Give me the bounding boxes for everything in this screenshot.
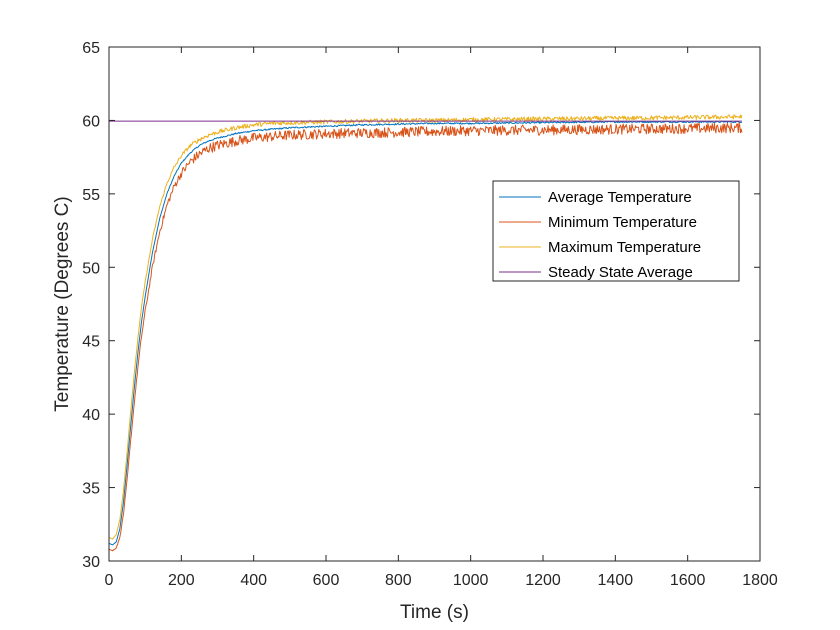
legend-label: Average Temperature xyxy=(548,189,692,206)
x-tick-label: 1800 xyxy=(742,572,778,589)
y-tick-label: 30 xyxy=(82,554,100,571)
x-axis-label: Time (s) xyxy=(400,602,469,623)
y-tick-label: 45 xyxy=(82,334,100,351)
legend-label: Steady State Average xyxy=(548,264,693,281)
x-tick-label: 200 xyxy=(168,572,195,589)
legend-label: Maximum Temperature xyxy=(548,239,701,256)
series-line-2 xyxy=(109,114,743,540)
x-tick-label: 1400 xyxy=(598,572,634,589)
series-layer xyxy=(109,114,743,552)
series-line-1 xyxy=(109,122,743,552)
y-axis-label: Temperature (Degrees C) xyxy=(52,196,73,411)
x-tick-label: 0 xyxy=(105,572,114,589)
legend-box xyxy=(492,180,740,282)
x-tick-label: 1200 xyxy=(525,572,561,589)
legend: Average Temperature Minimum Temperature Ma… xyxy=(492,180,740,282)
legend-items: Average Temperature Minimum Temperature Ma… xyxy=(499,189,701,281)
y-tick-label: 65 xyxy=(82,40,100,57)
x-tick-label: 1600 xyxy=(670,572,706,589)
legend-label: Minimum Temperature xyxy=(548,214,697,231)
x-tick-label: 600 xyxy=(313,572,340,589)
y-tick-label: 35 xyxy=(82,481,100,498)
plot-frame xyxy=(108,46,761,562)
x-tick-label: 1000 xyxy=(453,572,489,589)
plot-area xyxy=(109,47,760,561)
x-tick-label: 400 xyxy=(240,572,267,589)
y-tick-label: 50 xyxy=(82,260,100,277)
y-tick-label: 55 xyxy=(82,187,100,204)
y-tick-label: 60 xyxy=(82,113,100,130)
x-tick-label: 800 xyxy=(385,572,412,589)
y-tick-label: 40 xyxy=(82,407,100,424)
tick-layer: 0 200 400 600 800 1000 1200 1400 1600 1800 30 35 40 4… xyxy=(82,40,778,589)
series-line-0 xyxy=(109,120,742,546)
